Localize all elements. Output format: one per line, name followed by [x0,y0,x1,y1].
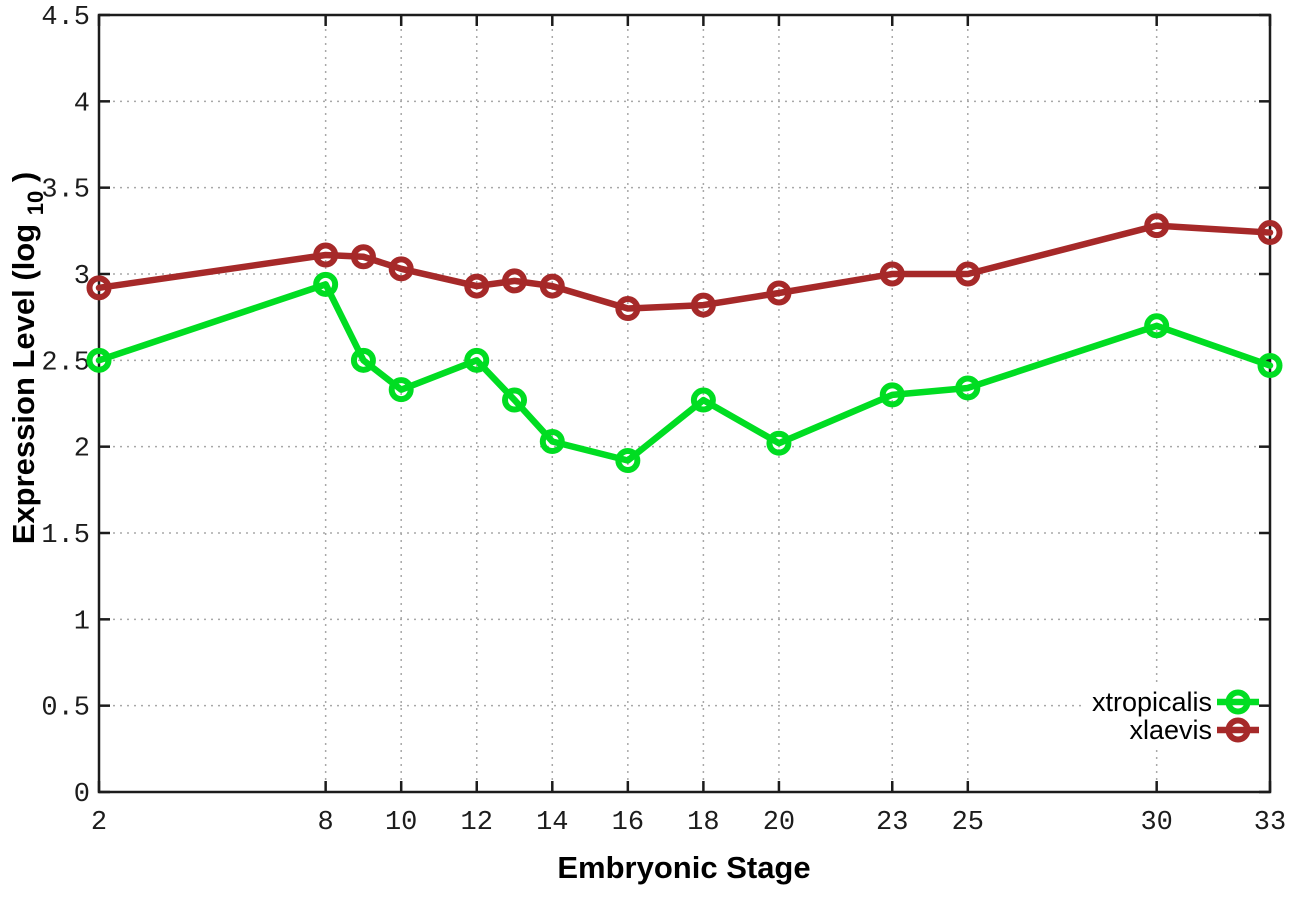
data-point-marker-xtropicalis [955,375,981,401]
y-axis-title-subscript: 10 [23,191,48,215]
y-tick-label: 4 [74,89,90,119]
data-point-marker-xlaevis [1144,213,1170,239]
data-point-marker-xlaevis [464,273,490,299]
x-tick-label: 8 [318,808,334,838]
x-tick-label: 23 [876,808,908,838]
y-tick-label: 0.5 [41,694,90,724]
x-tick-label: 16 [612,808,644,838]
data-point-marker-xtropicalis [350,347,376,373]
legend-label-xtropicalis: xtropicalis [1092,687,1212,717]
legend-open-circle-icon [1225,689,1251,715]
y-tick-label: 3.5 [41,176,90,206]
y-axis-title: Expression Level (log 10 ) [6,172,50,545]
y-axis-title-main: Expression Level (log [6,224,41,544]
data-point-marker-xtropicalis [502,387,528,413]
data-point-marker-xtropicalis [1144,313,1170,339]
plot-area: 2 8 10 12 14 16 18 20 23 25 30 33 0 0.5 1 1.5 2 2.5 3 3.5 4 4… [41,3,1286,838]
x-tick-label: 2 [91,808,107,838]
series-xtropicalis [86,271,1283,473]
data-point-marker-xlaevis [350,244,376,270]
x-tick-label: 12 [461,808,493,838]
data-point-marker-xlaevis [539,273,565,299]
x-tick-label: 33 [1254,808,1286,838]
data-point-marker-xlaevis [766,280,792,306]
x-tick-labels: 2 8 10 12 14 16 18 20 23 25 30 33 [91,808,1286,838]
x-tick-label: 30 [1140,808,1172,838]
plot-border [97,13,1272,794]
data-point-marker-xtropicalis [464,347,490,373]
legend-entry-xtropicalis: xtropicalis [1092,687,1259,717]
grid-lines [98,14,1271,793]
data-point-marker-xlaevis [388,256,414,282]
tick-marks [97,13,1272,794]
legend-open-circle-icon [1225,717,1251,743]
y-tick-label: 1 [74,607,90,637]
data-point-marker-xlaevis [502,268,528,294]
y-tick-labels: 0 0.5 1 1.5 2 2.5 3 3.5 4 4.5 [41,3,90,810]
data-point-marker-xlaevis [313,242,339,268]
y-axis-title-close: ) [6,172,41,182]
data-point-marker-xtropicalis [690,387,716,413]
data-point-marker-xlaevis [615,296,641,322]
data-point-marker-xtropicalis [1257,353,1283,379]
data-point-marker-xlaevis [879,261,905,287]
data-point-marker-xtropicalis [766,430,792,456]
data-point-marker-xtropicalis [879,382,905,408]
y-tick-label: 3 [74,262,90,292]
x-tick-label: 14 [536,808,568,838]
x-tick-label: 20 [763,808,795,838]
data-point-marker-xtropicalis [86,347,112,373]
x-tick-label: 18 [687,808,719,838]
x-axis-title: Embryonic Stage [557,850,810,885]
legend-entry-xlaevis: xlaevis [1129,715,1259,745]
y-tick-label: 2.5 [41,348,90,378]
series-line-xlaevis [95,222,1274,312]
x-tick-label: 10 [385,808,417,838]
legend-label-xlaevis: xlaevis [1129,715,1212,745]
data-point-marker-xlaevis [690,292,716,318]
y-tick-label: 0 [74,780,90,810]
data-point-marker-xtropicalis [313,271,339,297]
data-point-marker-xlaevis [955,261,981,287]
data-point-marker-xtropicalis [539,428,565,454]
x-tick-label: 25 [952,808,984,838]
series-xlaevis [86,213,1283,322]
series-line-xtropicalis [95,281,1274,464]
y-tick-label: 2 [74,435,90,465]
y-tick-label: 1.5 [41,521,90,551]
y-tick-label: 4.5 [41,3,90,33]
data-point-marker-xlaevis [1257,220,1283,246]
data-point-marker-xtropicalis [615,447,641,473]
data-point-marker-xtropicalis [388,377,414,403]
data-point-marker-xlaevis [86,275,112,301]
